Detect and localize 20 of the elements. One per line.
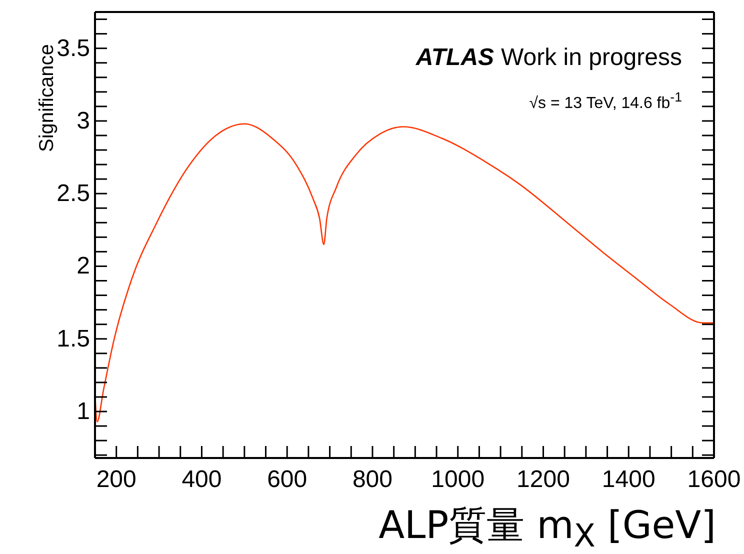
y-tick-label: 2.5 (56, 180, 90, 208)
x-tick-label: 200 (96, 466, 136, 493)
y-tick-label: 1.5 (56, 325, 90, 352)
line-series (95, 123, 714, 422)
x-tick-label: 1400 (602, 466, 656, 493)
y-tick-label: 1 (76, 398, 90, 426)
x-tick-label: 1000 (431, 466, 485, 493)
y-tick-label: 3.5 (56, 34, 90, 62)
annotation: Work in progress (501, 44, 682, 71)
x-tick-label: 400 (182, 466, 222, 493)
x-tick-label: 800 (352, 466, 393, 493)
y-tick-label: 2 (76, 252, 90, 280)
y-axis-title: Significance (36, 44, 58, 152)
x-tick-label: 600 (267, 466, 308, 493)
x-tick-label: 1600 (687, 466, 741, 493)
x-axis-title: ALP質量 m$_{X}$ [GeV] (378, 503, 716, 554)
y-tick-label: 3 (76, 107, 90, 134)
annotation: √s = 13 TeV, 14.6 fb$^{-1}$ (529, 90, 682, 112)
x-tick-label: 1200 (516, 466, 570, 493)
annotation: ATLAS (416, 44, 494, 71)
